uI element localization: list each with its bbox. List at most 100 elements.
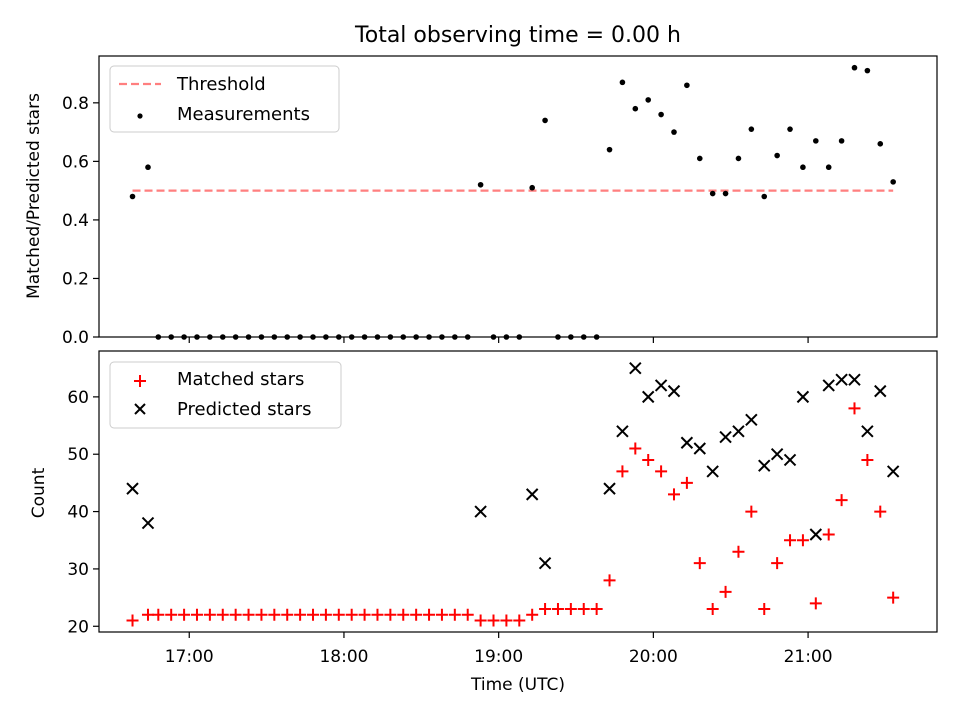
matched-stars-point — [152, 608, 165, 621]
measurements-point — [619, 79, 626, 86]
ratio-panel: Total observing time = 0.00 h Matched/Pr… — [24, 23, 938, 348]
x-tick-label: 19:00 — [474, 647, 523, 667]
predicted-stars-point — [874, 384, 887, 398]
predicted-stars-point — [770, 448, 784, 461]
count-marks — [126, 361, 900, 627]
measurements-point — [145, 164, 151, 171]
bottom-legend-box — [109, 361, 342, 429]
legend-measurements-label: Measurements — [177, 104, 310, 125]
matched-stars-point — [732, 545, 745, 558]
measurements-point — [658, 111, 664, 118]
matched-stars-point — [629, 442, 642, 455]
matched-stars-point — [539, 603, 552, 616]
matched-stars-point — [190, 608, 203, 621]
predicted-stars-point — [886, 465, 900, 478]
legend-threshold-label: Threshold — [176, 74, 266, 95]
measurements-point — [632, 105, 639, 112]
predicted-stars-point — [538, 556, 552, 570]
matched-stars-point — [616, 465, 629, 478]
legend-matched-label: Matched stars — [177, 369, 304, 390]
matched-stars-point — [642, 453, 655, 466]
legend-matched-swatch — [134, 375, 146, 387]
x-tick-label: 20:00 — [629, 647, 678, 667]
matched-stars-point — [500, 614, 513, 627]
matched-stars-point — [577, 603, 590, 616]
y-tick-label: 40 — [67, 503, 89, 523]
matched-stars-point — [435, 608, 448, 621]
matched-stars-point — [693, 557, 706, 570]
predicted-stars-point — [693, 442, 706, 455]
measurements-point — [645, 97, 652, 103]
predicted-stars-point — [654, 379, 668, 392]
predicted-stars-point — [745, 413, 758, 427]
measurements-point — [735, 155, 742, 162]
y-tick-label: 0.2 — [62, 269, 89, 289]
matched-stars-point — [461, 608, 474, 621]
matched-stars-point — [526, 608, 539, 621]
matched-stars-point — [513, 614, 526, 627]
predicted-stars-point — [822, 379, 835, 392]
predicted-stars-point — [861, 425, 874, 438]
predicted-stars-point — [809, 528, 823, 541]
measurements-point — [696, 155, 703, 162]
y-tick-label: 50 — [67, 445, 89, 465]
matched-stars-point — [487, 614, 500, 627]
ratio-marks — [129, 64, 896, 340]
predicted-stars-point — [616, 425, 629, 438]
matched-stars-point — [706, 603, 719, 616]
matched-stars-point — [848, 402, 861, 415]
predicted-stars-point — [732, 425, 745, 438]
matched-stars-point — [371, 608, 384, 621]
matched-stars-point — [216, 608, 229, 621]
measurements-point — [477, 181, 484, 188]
x-tick-label: 17:00 — [165, 647, 214, 667]
legend-predicted-swatch — [134, 403, 146, 415]
predicted-stars-point — [667, 384, 681, 398]
matched-stars-point — [319, 608, 332, 621]
predicted-stars-point — [474, 505, 487, 518]
y-tick-label: 0.6 — [62, 152, 89, 172]
measurements-point — [722, 190, 729, 197]
matched-stars-point — [448, 608, 461, 621]
y-tick-label: 0.0 — [62, 328, 89, 348]
measurements-point — [761, 193, 768, 200]
matched-stars-point — [307, 608, 320, 621]
legend-predicted-label: Predicted stars — [177, 399, 311, 420]
matched-stars-point — [835, 494, 848, 507]
matched-stars-point — [874, 505, 887, 518]
matched-stars-point — [655, 465, 668, 478]
matched-stars-point — [423, 608, 436, 621]
predicted-stars-point — [642, 390, 655, 404]
measurements-point — [129, 193, 136, 200]
top-legend-box — [109, 65, 340, 133]
matched-stars-point — [474, 614, 487, 627]
y-tick-label: 20 — [67, 617, 89, 637]
ratio-axis-ticks: 0.0 0.2 0.4 0.6 0.8 — [62, 94, 809, 348]
matched-stars-point — [784, 534, 797, 547]
predicted-stars-point — [126, 482, 139, 495]
matched-stars-point — [268, 608, 281, 621]
measurements-point — [542, 117, 548, 124]
matched-stars-point — [126, 614, 139, 627]
matched-stars-point — [255, 608, 268, 621]
count-panel: Count Time (UTC) 20 30 40 50 60 17:00 18:00 19:… — [29, 350, 938, 695]
measurements-point — [774, 152, 780, 159]
predicted-stars-point — [848, 373, 861, 386]
measurements-point — [709, 190, 716, 197]
y-tick-label: 60 — [67, 388, 89, 408]
top-y-axis-label: Matched/Predicted stars — [24, 93, 44, 299]
measurements-point — [800, 164, 806, 171]
top-axes-frame — [98, 55, 938, 338]
bottom-y-axis-label: Count — [29, 467, 49, 518]
predicted-stars-point — [525, 488, 539, 501]
matched-stars-point — [332, 608, 345, 621]
matched-stars-point — [887, 591, 900, 604]
predicted-stars-point — [141, 516, 155, 530]
predicted-stars-point — [758, 459, 771, 472]
measurements-point — [877, 141, 884, 147]
matched-stars-point — [590, 603, 603, 616]
bottom-axes-frame — [98, 350, 938, 633]
measurements-point — [529, 184, 535, 191]
measurements-point — [838, 138, 845, 144]
matched-stars-point — [141, 608, 154, 621]
